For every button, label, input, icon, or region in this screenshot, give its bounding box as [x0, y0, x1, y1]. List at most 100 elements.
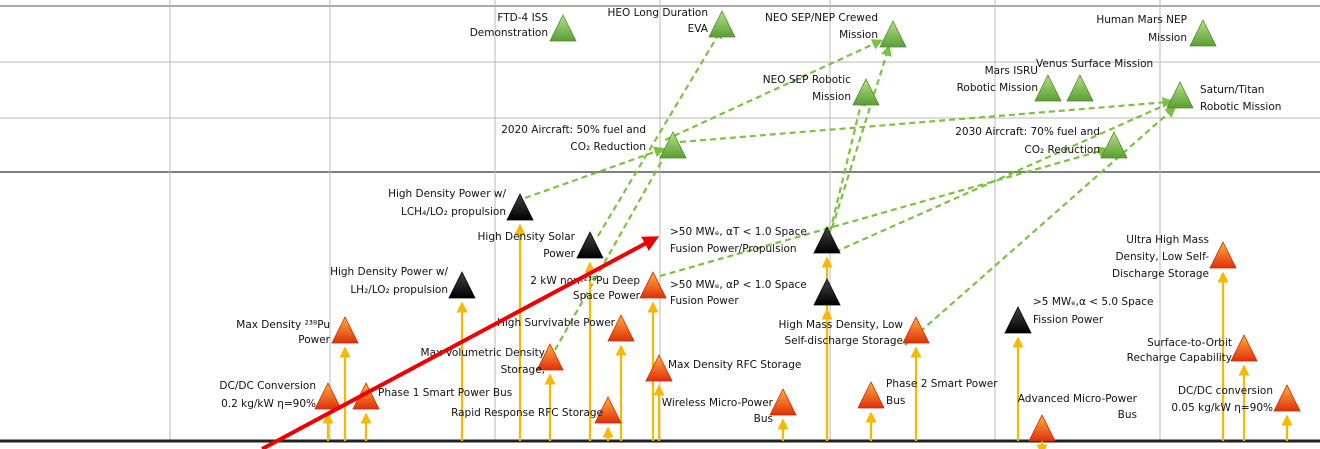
milestone-label: NEO SEP Robotic: [763, 74, 851, 86]
milestone: NEO SEP Robotic Mission: [763, 74, 880, 106]
milestone: Rapid Response RFC Storage: [451, 396, 622, 424]
dependency-line: [554, 145, 671, 351]
milestone-label: CO₂ Reduction: [1024, 144, 1100, 156]
milestone-triangle: [857, 381, 885, 409]
milestone-label: Self-discharge Storage: [784, 335, 903, 347]
milestone-triangle: [1189, 19, 1217, 47]
milestone-label: Mars ISRU: [985, 65, 1038, 77]
milestone-label: DC/DC conversion: [1178, 385, 1273, 397]
milestone-label: Surface-to-Orbit: [1147, 337, 1232, 349]
milestone-label: Max Density RFC Storage: [668, 359, 801, 371]
milestone-label: DC/DC Conversion: [219, 380, 316, 392]
milestone-triangle: [1004, 306, 1032, 334]
milestone-label: 2030 Aircraft: 70% fuel and: [955, 126, 1100, 138]
milestone-label: Wireless Micro-Power: [662, 397, 774, 409]
milestone-label: Space Power: [573, 290, 641, 302]
milestone-label: Discharge Storage: [1112, 268, 1209, 280]
nodes: FTD-4 ISS Demonstration HEO Long Duration E…: [219, 7, 1301, 442]
milestone-triangle: [314, 382, 342, 410]
milestone-triangle: [813, 278, 841, 306]
dependency-line: [679, 96, 1174, 144]
milestone-label: Phase 1 Smart Power Bus: [378, 387, 512, 399]
milestone-triangle: [659, 131, 687, 159]
milestone-label: NEO SEP/NEP Crewed: [765, 12, 878, 24]
milestone: DC/DC conversion 0.05 kg/kW η=90%: [1171, 384, 1301, 414]
milestone-label: Mission: [1148, 32, 1187, 44]
milestone-label: Mission: [839, 29, 878, 41]
milestone: FTD-4 ISS Demonstration: [470, 12, 577, 42]
dependency-line: [834, 99, 1178, 254]
milestone-label: High Density Power w/: [388, 188, 506, 200]
milestone-label: Rapid Response RFC Storage: [451, 407, 603, 419]
milestone-label: Bus: [1118, 409, 1137, 421]
milestone: Venus Surface Mission: [1036, 58, 1153, 102]
milestone-label: Mission: [812, 91, 851, 103]
milestone: High Density Solar Power: [478, 231, 604, 260]
milestone-triangle: [708, 10, 736, 38]
milestone-triangle: [1100, 131, 1128, 159]
milestone: DC/DC Conversion 0.2 kg/kW η=90%: [219, 380, 342, 410]
milestone: Human Mars NEP Mission: [1096, 14, 1217, 47]
milestone-label: HEO Long Duration: [608, 7, 708, 19]
milestone-triangle: [607, 314, 635, 342]
milestone-label: 2 kW non-²³⁸Pu Deep: [530, 275, 640, 287]
milestone-triangle: [331, 316, 359, 344]
milestone: Saturn/Titan Robotic Mission: [1166, 81, 1281, 113]
milestone: Wireless Micro-Power Bus: [662, 388, 797, 425]
dependency-line: [830, 44, 892, 229]
milestone-label: LH₂/LO₂ propulsion: [350, 284, 448, 296]
milestone: >50 MWₑ, αP < 1.0 Space Fusion Power: [670, 278, 841, 307]
milestone: Max Density RFC Storage: [645, 354, 801, 382]
milestone: Mars ISRU Robotic Mission: [957, 65, 1062, 102]
milestone-triangle: [852, 78, 880, 106]
milestone-triangle: [879, 20, 907, 48]
milestone: Max Density ²³⁸Pu Power: [236, 316, 359, 346]
milestone-label: Max Volumetric Density: [421, 347, 545, 359]
milestone-label: 0.05 kg/kW η=90%: [1171, 402, 1273, 414]
milestone-triangle: [902, 316, 930, 344]
milestone: Max Volumetric Density Storage,: [421, 343, 564, 376]
milestone-label: FTD-4 ISS: [497, 12, 548, 24]
milestone-label: Recharge Capability: [1127, 352, 1232, 364]
milestone-label: Robotic Mission: [1200, 101, 1281, 113]
milestone-triangle: [639, 271, 667, 299]
milestone-label: EVA: [688, 23, 709, 35]
milestone-label: High Mass Density, Low: [778, 319, 903, 331]
milestone: >50 MWₑ, αT < 1.0 Space Fusion Power/Prop…: [670, 226, 841, 255]
milestone: Phase 2 Smart Power Bus: [857, 378, 998, 409]
dependency-line: [828, 94, 867, 233]
dependency-line: [664, 39, 883, 141]
milestone: 2030 Aircraft: 70% fuel and CO₂ Reduction: [955, 126, 1128, 159]
milestone: High Mass Density, Low Self-discharge Sto…: [778, 316, 930, 347]
highlight-arrow: [261, 236, 660, 449]
milestone-label: Phase 2 Smart Power: [886, 378, 998, 390]
milestone-label: >5 MWₑ,α < 5.0 Space: [1033, 296, 1153, 308]
milestone-label: High Survivable Power: [497, 317, 616, 329]
dependency-line: [524, 146, 666, 200]
milestone-triangle: [1209, 241, 1237, 269]
milestone: NEO SEP/NEP Crewed Mission: [765, 12, 907, 48]
milestone-label: Advanced Micro-Power: [1018, 393, 1138, 405]
milestone: Surface-to-Orbit Recharge Capability: [1127, 334, 1258, 364]
milestone-label: Bus: [886, 395, 905, 407]
milestone-label: Fission Power: [1033, 314, 1104, 326]
milestone-label: CO₂ Reduction: [570, 141, 646, 153]
milestone-triangle: [536, 343, 564, 371]
milestone-label: Bus: [754, 413, 773, 425]
milestone-triangle: [1066, 74, 1094, 102]
milestone-label: Fusion Power/Propulsion: [670, 243, 797, 255]
milestone-label: 0.2 kg/kW η=90%: [221, 398, 316, 410]
milestone-label: Venus Surface Mission: [1036, 58, 1153, 70]
milestone-label: Saturn/Titan: [1200, 84, 1264, 96]
milestone-label: Max Density ²³⁸Pu: [236, 319, 330, 331]
milestone-triangle: [769, 388, 797, 416]
milestone: 2 kW non-²³⁸Pu Deep Space Power: [530, 271, 667, 302]
milestone: Ultra High Mass Density, Low Self- Dischar…: [1112, 234, 1237, 280]
milestone-label: 2020 Aircraft: 50% fuel and: [501, 124, 646, 136]
milestone-triangle: [448, 271, 476, 299]
milestone-triangle: [1166, 81, 1194, 109]
milestone-triangle: [1028, 414, 1056, 442]
milestone: HEO Long Duration EVA: [608, 7, 736, 38]
milestone: High Density Power w/LCH₄/LO₂ propulsion: [388, 188, 534, 221]
